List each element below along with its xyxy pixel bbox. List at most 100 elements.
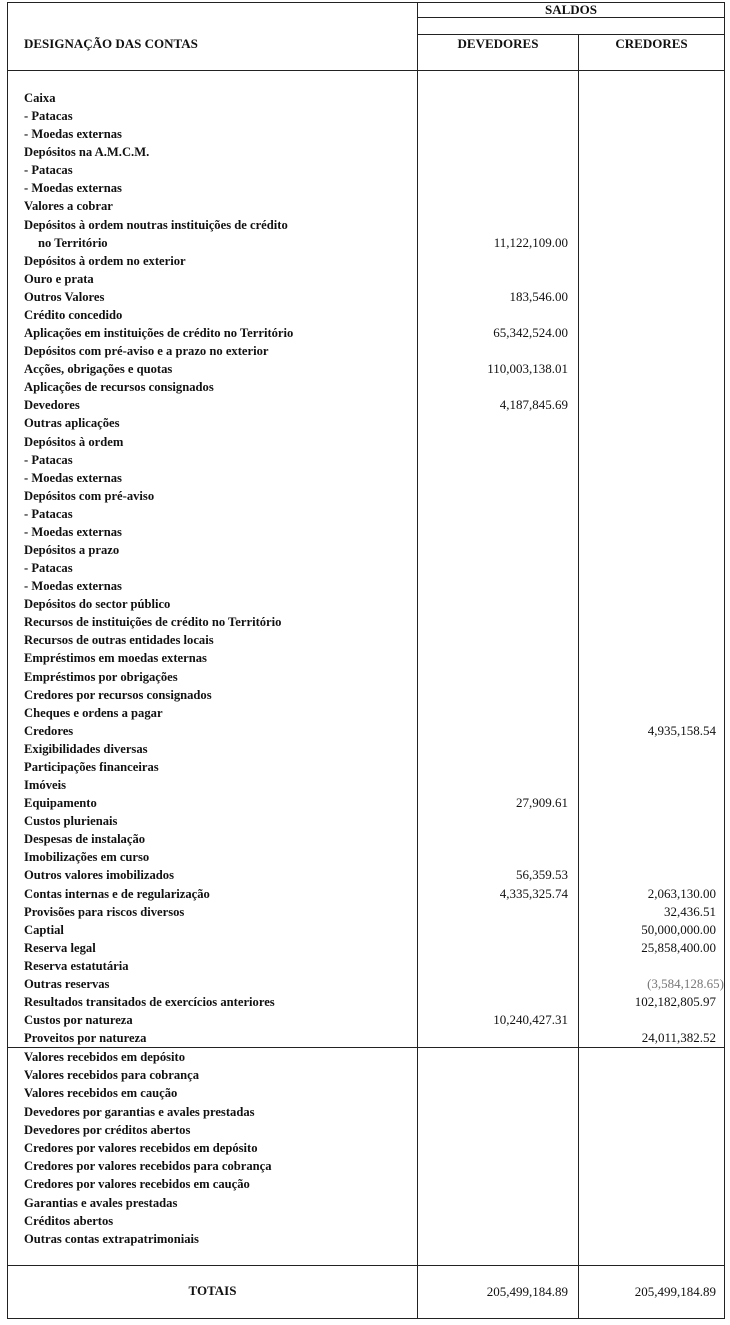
- account-label: Caixa: [24, 91, 56, 105]
- account-label: Valores recebidos para cobrança: [24, 1068, 200, 1083]
- account-label: Equipamento: [24, 796, 97, 811]
- account-label: Exigibilidades diversas: [24, 741, 148, 756]
- account-label: Depósitos com pré-aviso: [24, 488, 155, 503]
- table-border-top: [7, 2, 725, 3]
- account-label: Empréstimos por obrigações: [24, 669, 178, 684]
- account-label: Reserva legal: [24, 940, 96, 955]
- account-label: Credores por recursos consignados: [24, 687, 212, 702]
- account-label: Reserva estatutária: [24, 958, 129, 973]
- account-label: Valores recebidos em caução: [24, 1086, 178, 1101]
- account-label: Créditos abertos: [24, 1213, 114, 1228]
- credores-value: 2,063,130.00: [647, 885, 716, 901]
- header-designation: DESIGNAÇÃO DAS CONTAS: [24, 36, 198, 51]
- account-label: Recursos de instituições de crédito no T…: [24, 615, 282, 630]
- account-label: - Moedas externas: [24, 579, 122, 594]
- devedores-value: 110,003,138.01: [487, 361, 568, 377]
- account-label: Crédito concedido: [24, 307, 123, 322]
- table-border-bottom: [7, 1318, 725, 1319]
- account-label: Devedores por garantias e avales prestad…: [24, 1104, 255, 1119]
- account-label: Acções, obrigações e quotas: [24, 362, 173, 377]
- account-label: Empréstimos em moedas externas: [24, 651, 207, 666]
- account-label: Depósitos à ordem: [24, 434, 124, 449]
- account-label: Depósitos do sector público: [24, 597, 171, 612]
- account-label: Custos plurienais: [24, 814, 118, 829]
- account-label: Credores por valores recebidos para cobr…: [24, 1159, 272, 1174]
- account-label: - Patacas: [24, 452, 73, 467]
- account-label: Valores recebidos em depósito: [24, 1050, 186, 1064]
- account-label: Depósitos na A.M.C.M.: [24, 145, 150, 160]
- devedores-value: 56,359.53: [516, 867, 568, 883]
- table-border-right: [724, 2, 725, 1319]
- account-label: Outros Valores: [24, 289, 105, 304]
- totals-devedores: 205,499,184.89: [486, 1284, 568, 1299]
- account-label: - Moedas externas: [24, 524, 122, 539]
- account-label: Outros valores imobilizados: [24, 868, 174, 883]
- totals-credores: 205,499,184.89: [634, 1284, 716, 1299]
- account-label: Captial: [24, 922, 64, 937]
- devedores-value: 4,335,325.74: [499, 885, 568, 901]
- account-label: - Moedas externas: [24, 127, 122, 142]
- account-label: Contas internas e de regularização: [24, 886, 210, 901]
- account-label: Provisões para riscos diversos: [24, 904, 185, 919]
- totals-label: TOTAIS: [188, 1283, 237, 1298]
- saldos-divider: [417, 17, 725, 18]
- account-label: Imobilizações em curso: [24, 850, 150, 865]
- account-label: Depósitos à ordem noutras instituições d…: [24, 217, 288, 232]
- credores-value: 4,935,158.54: [647, 722, 716, 738]
- account-label: Proveitos por natureza: [24, 1031, 147, 1046]
- account-label: Recursos de outras entidades locais: [24, 633, 214, 648]
- account-label: Custos por natureza: [24, 1013, 133, 1028]
- credores-value: 32,436.51: [664, 903, 716, 919]
- devedores-value: 183,546.00: [509, 288, 569, 304]
- header-credores: CREDORES: [615, 36, 688, 51]
- account-label: Credores: [24, 723, 74, 738]
- account-label: no Território: [38, 235, 108, 250]
- devedores-value: 4,187,845.69: [499, 397, 568, 413]
- account-label: Outras aplicações: [24, 416, 120, 431]
- account-label: Aplicações de recursos consignados: [24, 380, 214, 395]
- column-divider-devedores: [417, 2, 418, 1319]
- header-divider: [7, 70, 725, 71]
- account-label: - Patacas: [24, 109, 73, 124]
- devedores-value: 11,122,109.00: [493, 234, 568, 250]
- totals-divider: [7, 1265, 725, 1266]
- account-label: Valores a cobrar: [24, 199, 113, 214]
- account-label: Resultados transitados de exercícios ant…: [24, 995, 275, 1009]
- account-label: - Patacas: [24, 506, 73, 521]
- account-label: Devedores por créditos abertos: [24, 1122, 191, 1137]
- credores-value: 50,000,000.00: [641, 921, 716, 937]
- account-label: Depósitos com pré-aviso e a prazo no ext…: [24, 344, 269, 359]
- account-label: Outras contas extrapatrimoniais: [24, 1232, 199, 1246]
- account-label: Ouro e prata: [24, 271, 94, 286]
- account-label: Participações financeiras: [24, 759, 159, 774]
- credores-value: 24,011,382.52: [641, 1030, 716, 1046]
- section-divider: [7, 1047, 725, 1048]
- account-label: Outras reservas: [24, 976, 110, 991]
- devedores-value: 65,342,524.00: [493, 325, 568, 341]
- account-label: Imóveis: [24, 778, 66, 793]
- account-label: - Patacas: [24, 163, 73, 178]
- table-border-left: [7, 2, 8, 1319]
- account-label: Despesas de instalação: [24, 832, 146, 847]
- column-divider-credores: [578, 34, 579, 1319]
- account-label: Devedores: [24, 398, 80, 413]
- account-label: - Patacas: [24, 561, 73, 576]
- account-label: Aplicações em instituições de crédito no…: [24, 326, 294, 341]
- credores-value: 25,858,400.00: [641, 939, 716, 955]
- header-devedores: DEVEDORES: [457, 36, 539, 51]
- account-label: - Moedas externas: [24, 470, 122, 485]
- account-label: Credores por valores recebidos em caução: [24, 1177, 250, 1192]
- account-label: - Moedas externas: [24, 181, 122, 196]
- header-saldos: SALDOS: [544, 2, 598, 17]
- devedores-value: 27,909.61: [516, 795, 568, 811]
- account-label: Garantias e avales prestadas: [24, 1195, 178, 1210]
- devedores-value: 10,240,427.31: [493, 1012, 568, 1028]
- saldos-subdivider: [417, 34, 725, 35]
- credores-value: (3,584,128.65): [647, 975, 724, 991]
- credores-value: 102,182,805.97: [634, 994, 716, 1009]
- account-label: Cheques e ordens a pagar: [24, 705, 163, 720]
- account-label: Depósitos a prazo: [24, 543, 120, 557]
- account-label: Credores por valores recebidos em depósi…: [24, 1141, 258, 1155]
- account-label: Depósitos à ordem no exterior: [24, 253, 186, 268]
